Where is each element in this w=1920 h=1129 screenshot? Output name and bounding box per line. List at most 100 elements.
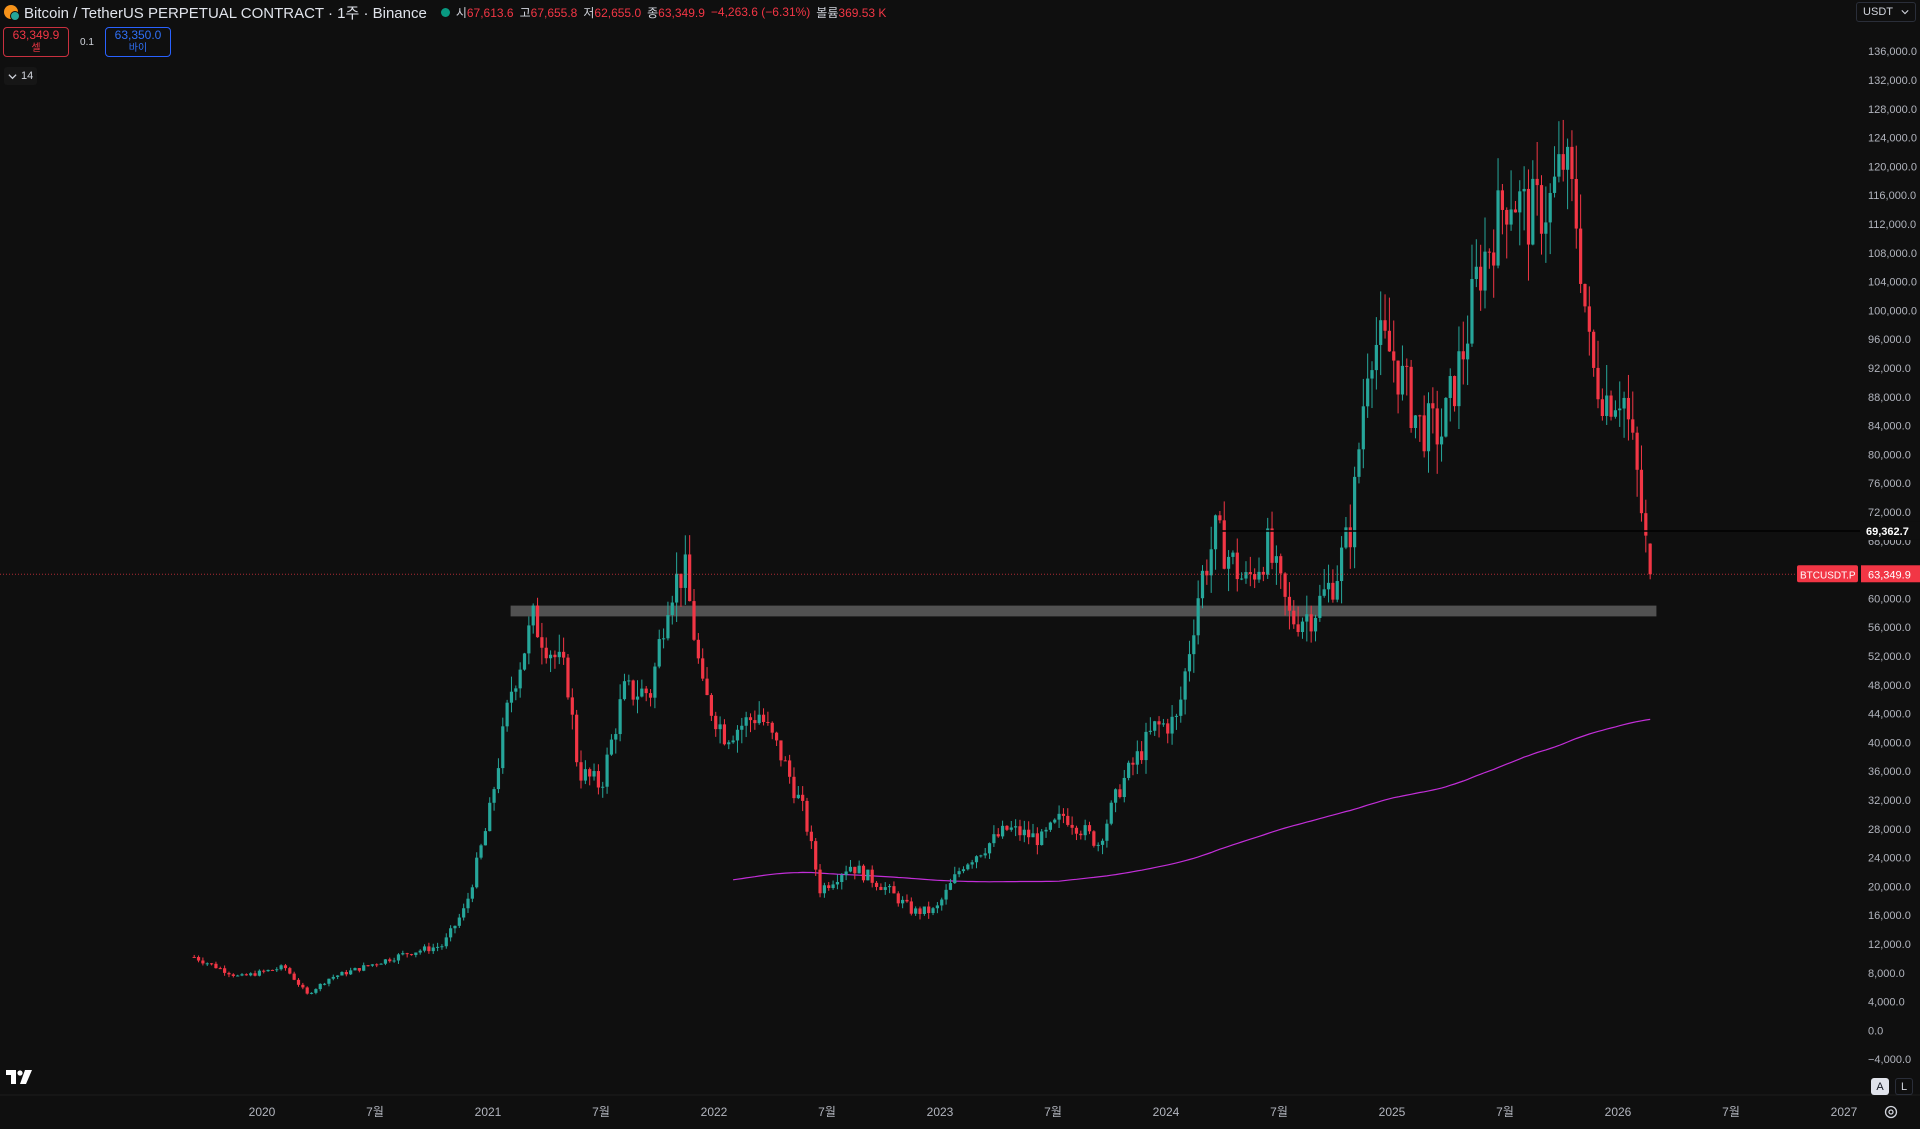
time-tick-label: 2027 (1831, 1105, 1858, 1119)
candle-body (944, 889, 948, 900)
candle-body (1318, 595, 1322, 618)
candle-body (1135, 751, 1139, 765)
price-tick-label: 108,000.0 (1868, 248, 1917, 260)
candle-body (214, 963, 218, 969)
candle-body (644, 688, 648, 694)
price-tick-label: 16,000.0 (1868, 910, 1911, 922)
candle-body (1309, 614, 1313, 632)
symbol-title[interactable]: Bitcoin / TetherUS PERPETUAL CONTRACT · … (24, 4, 427, 22)
currency-selector[interactable]: USDT (1856, 2, 1916, 22)
price-tick-label: 72,000.0 (1868, 507, 1911, 519)
candle-body (1548, 192, 1552, 223)
candle-body (1466, 343, 1470, 360)
candle-body (953, 874, 957, 884)
chevron-down-icon (1901, 10, 1909, 15)
market-status-icon[interactable] (440, 7, 450, 17)
candle-body (405, 953, 409, 955)
candle-body (1044, 829, 1048, 832)
candle-body (366, 965, 370, 967)
candle-body (874, 882, 879, 887)
support-zone (510, 605, 1657, 617)
log-scale-button[interactable]: L (1895, 1078, 1913, 1095)
volume-value: 369.53 K (838, 5, 887, 20)
indicators-toggle-button[interactable]: 14 (4, 67, 38, 85)
candle-body (731, 740, 735, 743)
candle-body (866, 869, 870, 881)
candle-body (792, 776, 796, 799)
candle-body (466, 898, 470, 909)
candle-body (1140, 751, 1144, 761)
candle-body (631, 680, 635, 700)
candle-body (835, 882, 840, 885)
candle-body (470, 887, 474, 899)
candle-body (1492, 252, 1496, 266)
candle-body (318, 983, 322, 990)
price-axis: 136,000.0 132,000.0 128,000.0 124,000.0 120,… (1797, 46, 1920, 1066)
low-value: 62,655.0 (594, 5, 642, 20)
tradingview-logo-icon[interactable] (6, 1068, 36, 1086)
candle-body (518, 669, 522, 689)
candle-body (1457, 351, 1461, 407)
candle-body (1292, 610, 1296, 625)
candle-body (1500, 190, 1504, 210)
candle-body (840, 875, 844, 883)
candle-body (1192, 635, 1196, 655)
candle-body (788, 760, 792, 777)
candle-body (1161, 723, 1165, 725)
auto-scale-button[interactable]: A (1871, 1078, 1889, 1095)
candle-body (1005, 825, 1009, 830)
current-price-tag-label: 63,349.9 (1868, 569, 1911, 581)
candle-body (579, 762, 583, 781)
candle-body (457, 917, 461, 926)
bitcoin-logo-icon (4, 5, 20, 21)
candle-body (940, 899, 944, 906)
candle-body (1213, 515, 1218, 550)
candle-body (1200, 570, 1205, 599)
support-zone-rect[interactable] (510, 605, 1657, 617)
candle-body (979, 855, 983, 857)
candle-body (275, 969, 279, 971)
quantity-value[interactable]: 0.1 (80, 36, 94, 48)
candle-body (1409, 366, 1413, 428)
candle-body (435, 946, 440, 948)
moving-average-line[interactable] (733, 718, 1651, 883)
candle-body (996, 834, 1000, 837)
candle-body (1009, 827, 1013, 830)
candle-body (562, 651, 566, 658)
candle-body (987, 843, 992, 854)
candle-body (1426, 403, 1431, 452)
candle-body (766, 722, 770, 724)
time-tick-label: 2020 (249, 1105, 276, 1119)
price-tick-label: 136,000.0 (1868, 46, 1917, 58)
candle-body (540, 637, 544, 648)
time-tick-label: 2026 (1605, 1105, 1632, 1119)
buy-button[interactable]: 63,350.0 바이 (105, 27, 171, 57)
candle-body (1626, 397, 1631, 420)
price-axis-background[interactable] (1860, 0, 1920, 1129)
candle-body (822, 885, 826, 894)
candle-body (227, 972, 231, 975)
candle-body (1435, 408, 1439, 445)
candle-body (801, 794, 805, 801)
price-tick-label: 80,000.0 (1868, 449, 1911, 461)
candle-body (557, 651, 561, 658)
candle-body (1631, 419, 1635, 433)
candle-body (1222, 520, 1226, 569)
candle-body (218, 968, 222, 970)
candle-body (1518, 191, 1522, 213)
candlestick-series (192, 119, 1652, 995)
candle-body (1513, 209, 1518, 213)
high-label: 고 (519, 5, 531, 20)
sell-label: 셀 (31, 43, 41, 54)
settings-gear-icon[interactable] (1883, 1104, 1899, 1120)
sell-button[interactable]: 63,349.9 셀 (3, 27, 69, 57)
candle-body (240, 974, 244, 976)
price-tick-label: 0.0 (1868, 1025, 1883, 1037)
candle-body (622, 681, 627, 700)
candle-body (675, 573, 679, 603)
candle-body (1035, 833, 1039, 846)
candle-body (1592, 331, 1596, 368)
price-tick-label: 60,000.0 (1868, 593, 1911, 605)
price-tick-label: 44,000.0 (1868, 709, 1911, 721)
